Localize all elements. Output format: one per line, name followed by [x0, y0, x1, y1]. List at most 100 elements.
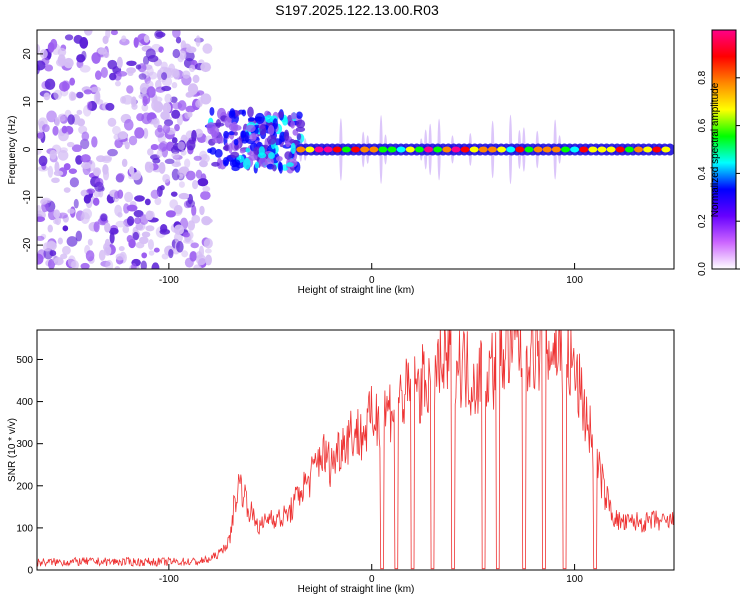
heatmap-cell: [175, 36, 182, 44]
heatmap-cell: [241, 109, 247, 117]
heatmap-cell: [50, 38, 58, 50]
heatmap-cell: [174, 123, 180, 132]
heatmap-cell: [205, 254, 212, 266]
colorbar-gradient: [712, 30, 736, 269]
heatmap-cell: [245, 124, 256, 133]
heatmap-cell: [222, 156, 229, 167]
heatmap-cell: [282, 117, 289, 126]
heatmap-cell: [178, 192, 190, 200]
colorbar-tick-label: 0.2: [697, 214, 708, 228]
heatmap-cell: [86, 188, 96, 194]
heatmap-cell: [191, 129, 197, 142]
heatmap-cell: [195, 35, 201, 47]
heatmap-cell: [181, 250, 189, 258]
heatmap-cell: [187, 220, 196, 231]
heatmap-cell: [351, 146, 360, 153]
snr-y-tick-label: 400: [16, 397, 33, 408]
heatmap-cell: [414, 146, 424, 153]
heatmap-cell: [497, 146, 507, 153]
heatmap-cell: [239, 148, 246, 154]
heatmap-cell: [96, 155, 106, 163]
heatmap-cell: [171, 109, 181, 119]
heatmap-cell: [116, 56, 123, 69]
heatmap-cell: [141, 231, 151, 238]
heatmap-cell: [200, 93, 212, 105]
heatmap-cell: [158, 46, 164, 53]
heatmap-cell: [75, 230, 83, 242]
colorbar-tick-label: 0.0: [697, 262, 708, 276]
heatmap-cell: [109, 232, 115, 244]
heatmap-cell: [102, 168, 110, 181]
heatmap-cell: [203, 238, 213, 249]
heatmap-cell: [133, 37, 139, 48]
heatmap-cell: [257, 152, 267, 159]
heatmap-cell: [360, 146, 370, 153]
heatmap-cell: [643, 146, 653, 153]
heatmap-cell: [150, 144, 159, 151]
heatmap-cell: [177, 141, 186, 150]
heatmap-cell: [138, 73, 147, 80]
heatmap-cell: [182, 70, 191, 79]
heatmap-cell: [113, 133, 124, 141]
heatmap-cell: [296, 119, 306, 129]
heatmap-cell: [171, 137, 178, 144]
heatmap-cell: [141, 252, 148, 259]
heatmap-cell: [44, 64, 54, 72]
heatmap-cell: [275, 156, 283, 162]
heatmap-cell: [37, 132, 44, 139]
heatmap-cell: [126, 60, 137, 66]
heatmap-cell: [42, 242, 52, 252]
heatmap-cell: [66, 141, 75, 148]
heatmap-cell: [193, 264, 202, 269]
heatmap-cell: [164, 93, 173, 104]
heatmap-cell: [124, 141, 130, 150]
heatmap-y-tick-label: 10: [22, 96, 33, 108]
heatmap-cell: [79, 64, 91, 73]
heatmap-cell: [165, 210, 176, 218]
heatmap-cell: [93, 168, 100, 176]
heatmap-cell: [62, 225, 69, 232]
heatmap-cell: [524, 146, 534, 153]
heatmap-cell: [396, 146, 406, 153]
heatmap-cell: [134, 217, 142, 225]
colorbar-tick-label: 0.8: [697, 70, 708, 84]
heatmap-cell: [150, 189, 160, 199]
heatmap-cell: [542, 146, 552, 153]
heatmap-cell: [460, 146, 470, 153]
heatmap-cell: [179, 50, 187, 61]
heatmap-cell: [37, 43, 41, 54]
heatmap-cell: [141, 103, 149, 112]
heatmap-cell: [63, 163, 71, 171]
heatmap-cell: [192, 179, 199, 190]
heatmap-cell: [145, 225, 155, 232]
heatmap-cell: [81, 50, 87, 61]
heatmap-cell: [233, 131, 238, 136]
heatmap-cell: [76, 109, 83, 115]
heatmap-cell: [247, 151, 256, 156]
heatmap-cell: [71, 144, 83, 153]
heatmap-cell: [80, 262, 90, 269]
heatmap-cell: [151, 262, 160, 269]
heatmap-cell: [176, 241, 184, 253]
heatmap-cell: [451, 146, 461, 153]
heatmap-cell: [290, 142, 296, 155]
colorbar-label: Normalized spectral amplitude: [710, 82, 721, 217]
heatmap-cell: [207, 148, 212, 154]
heatmap-cell: [378, 146, 388, 153]
heatmap-cell: [200, 62, 212, 73]
heatmap-cell: [305, 146, 315, 153]
heatmap-cell: [284, 151, 293, 160]
heatmap-cell: [57, 237, 63, 245]
heatmap-cell: [107, 148, 118, 157]
heatmap-cell: [128, 166, 135, 175]
heatmap-cell: [91, 136, 98, 148]
heatmap-cell: [170, 191, 178, 197]
heatmap-cell: [57, 47, 67, 57]
heatmap-cell: [42, 124, 50, 133]
heatmap-cell: [633, 146, 643, 153]
heatmap-cell: [143, 34, 150, 43]
heatmap-cell: [247, 106, 254, 118]
heatmap-cell: [278, 162, 283, 174]
heatmap-cell: [164, 158, 175, 165]
